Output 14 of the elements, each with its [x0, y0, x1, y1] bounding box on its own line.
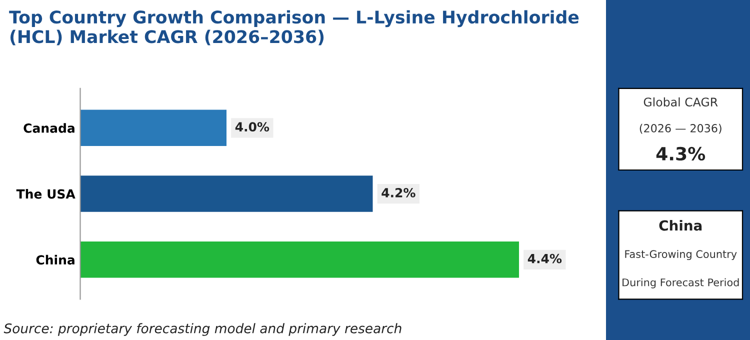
- data-label: 4.4%: [528, 254, 562, 264]
- chart-title: Top Country Growth Comparison — L-Lysine Hydrochloride (HCL) Market CAGR (2026–2036): [9, 10, 579, 46]
- source-note: Source: proprietary forecasting model and primary research: [4, 323, 402, 336]
- text: (2026 — 2036): [640, 124, 722, 134]
- text: During Forecast Period: [622, 278, 739, 288]
- text: Fast-Growing Country: [625, 250, 737, 260]
- text: 4.3%: [656, 146, 706, 161]
- text: China: [659, 220, 702, 231]
- data-label: 4.0%: [235, 122, 270, 132]
- data-label: 4.2%: [382, 188, 416, 198]
- text: Global CAGR: [644, 97, 718, 107]
- y-tick-label: Canada: [24, 123, 74, 133]
- y-tick-label: China: [36, 254, 74, 265]
- y-tick-label: The USA: [16, 189, 76, 199]
